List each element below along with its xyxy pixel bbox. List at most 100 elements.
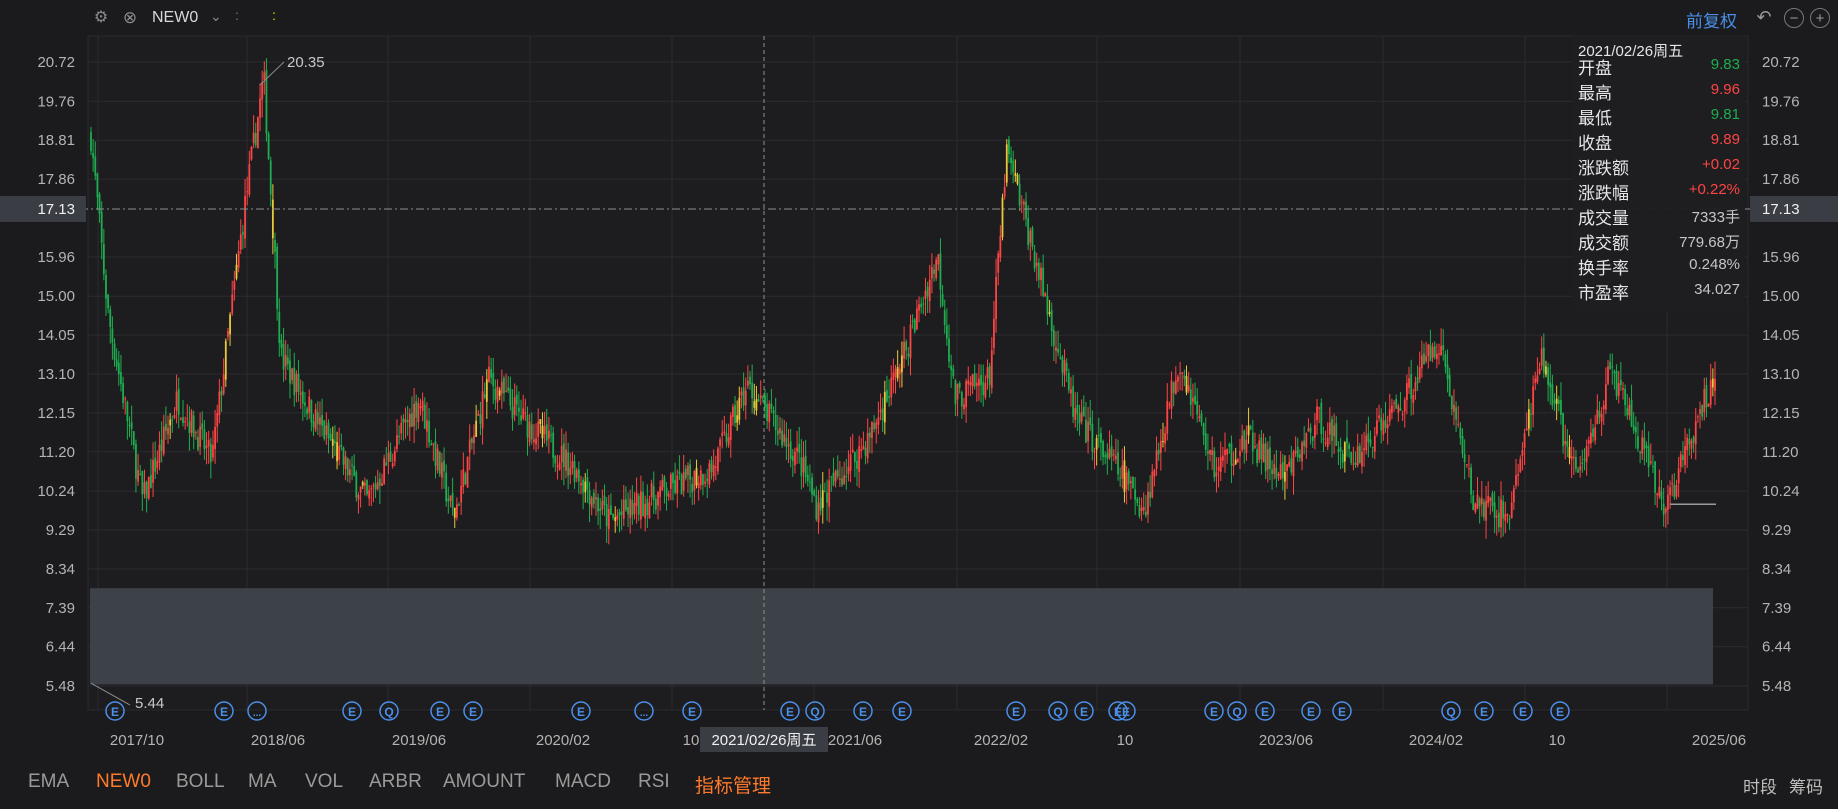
indicator-tab-vol[interactable]: VOL xyxy=(305,771,344,792)
indicator-tab-amount[interactable]: AMOUNT xyxy=(443,771,526,792)
event-marker[interactable] xyxy=(463,701,483,721)
candle-body xyxy=(137,470,139,482)
indicator-tab-arbr[interactable]: ARBR xyxy=(369,771,422,792)
event-marker-label[interactable]: E xyxy=(469,705,477,719)
event-marker-label[interactable]: E xyxy=(1519,705,1527,719)
event-marker[interactable] xyxy=(634,701,654,721)
candle-body xyxy=(1294,450,1297,454)
event-marker[interactable] xyxy=(780,701,800,721)
event-marker-label[interactable]: Q xyxy=(1232,705,1241,719)
event-marker-label[interactable]: E xyxy=(1080,705,1088,719)
event-marker-label[interactable]: E xyxy=(786,705,794,719)
undo-icon[interactable]: ↶ xyxy=(1756,7,1772,27)
candle-body xyxy=(141,471,144,495)
event-marker-label[interactable]: E xyxy=(348,705,356,719)
event-marker-label[interactable]: E xyxy=(859,705,867,719)
event-marker[interactable] xyxy=(1513,701,1533,721)
event-marker-label[interactable]: E xyxy=(1114,705,1122,719)
event-marker-label[interactable]: Q xyxy=(810,705,819,719)
event-marker[interactable] xyxy=(1441,701,1461,721)
candle-body xyxy=(1290,458,1293,473)
event-marker-label[interactable]: ... xyxy=(640,708,649,719)
zoom-out-icon[interactable]: − xyxy=(1784,8,1804,28)
event-marker-label[interactable]: ... xyxy=(253,708,262,719)
period-tab[interactable]: 时段 xyxy=(1743,778,1777,797)
event-marker[interactable] xyxy=(1048,701,1068,721)
indicator-name[interactable]: NEW0 xyxy=(152,9,199,26)
event-marker[interactable] xyxy=(682,701,702,721)
indicator-tab-rsi[interactable]: RSI xyxy=(638,771,670,792)
indicator-manage-button[interactable]: 指标管理 xyxy=(695,776,772,797)
event-marker[interactable] xyxy=(853,701,873,721)
event-marker-label[interactable]: E xyxy=(220,705,228,719)
candle-body xyxy=(1542,347,1545,373)
event-marker[interactable] xyxy=(1204,701,1224,721)
candle-body xyxy=(528,421,531,443)
chevron-down-icon[interactable]: ⌄ xyxy=(210,8,222,24)
event-marker[interactable] xyxy=(1474,701,1494,721)
event-marker-label[interactable]: E xyxy=(1307,705,1315,719)
event-marker-label[interactable]: E xyxy=(1122,705,1130,719)
indicator-tab-macd[interactable]: MACD xyxy=(555,771,611,792)
event-marker[interactable] xyxy=(1227,701,1247,721)
indicator-tab-new0[interactable]: NEW0 xyxy=(96,771,151,792)
candle-body xyxy=(466,456,469,488)
event-marker-label[interactable]: E xyxy=(898,705,906,719)
event-marker[interactable] xyxy=(430,701,450,721)
event-marker[interactable] xyxy=(1116,701,1136,721)
candle-body xyxy=(1688,439,1691,445)
candle-body xyxy=(1313,424,1316,438)
event-marker-label[interactable]: Q xyxy=(1053,705,1062,719)
event-marker[interactable] xyxy=(1550,701,1570,721)
event-marker[interactable] xyxy=(342,701,362,721)
event-marker[interactable] xyxy=(214,701,234,721)
candle-body xyxy=(582,479,585,493)
event-marker-label[interactable]: E xyxy=(436,705,444,719)
event-marker[interactable] xyxy=(1006,701,1026,721)
event-marker[interactable] xyxy=(247,701,267,721)
event-marker[interactable] xyxy=(1255,701,1275,721)
candle-body xyxy=(785,437,788,448)
close-icon[interactable]: ⊗ xyxy=(122,8,138,27)
candle-body xyxy=(192,415,195,438)
event-marker-label[interactable]: Q xyxy=(1446,705,1455,719)
event-marker-label[interactable]: E xyxy=(111,705,119,719)
event-marker-label[interactable]: E xyxy=(577,705,585,719)
event-marker[interactable] xyxy=(571,701,591,721)
candle-body xyxy=(509,388,512,406)
settings-icon[interactable]: ⚙ xyxy=(93,9,109,26)
event-marker[interactable] xyxy=(105,701,125,721)
indicator-tab-ma[interactable]: MA xyxy=(248,771,277,792)
event-marker-label[interactable]: E xyxy=(1210,705,1218,719)
event-marker-label[interactable]: E xyxy=(1012,705,1020,719)
event-marker[interactable] xyxy=(805,701,825,721)
candle-body xyxy=(483,394,486,398)
event-marker-label[interactable]: E xyxy=(1480,705,1488,719)
candle-body xyxy=(1433,346,1436,358)
candle-body xyxy=(1095,437,1098,450)
event-marker[interactable] xyxy=(892,701,912,721)
event-marker[interactable] xyxy=(1301,701,1321,721)
event-marker[interactable] xyxy=(1108,701,1128,721)
candle-body xyxy=(654,498,657,510)
candle-body xyxy=(1281,462,1284,479)
zoom-in-icon[interactable]: + xyxy=(1810,8,1830,28)
candle-body xyxy=(1213,450,1216,478)
chips-tab[interactable]: 筹码 xyxy=(1789,778,1823,797)
adjust-mode-button[interactable]: 前复权 xyxy=(1686,12,1737,31)
indicator-tab-boll[interactable]: BOLL xyxy=(176,771,225,792)
event-marker[interactable] xyxy=(379,701,399,721)
candle-body xyxy=(1519,459,1522,472)
candle-body xyxy=(1119,477,1122,479)
event-marker-label[interactable]: E xyxy=(1261,705,1269,719)
indicator-tab-ema[interactable]: EMA xyxy=(28,771,70,792)
candle-body xyxy=(1587,439,1590,444)
event-marker[interactable] xyxy=(1074,701,1094,721)
event-marker-label[interactable]: E xyxy=(688,705,696,719)
event-marker[interactable] xyxy=(1332,701,1352,721)
event-marker-label[interactable]: Q xyxy=(384,705,393,719)
candle-body xyxy=(1592,428,1594,437)
event-marker-label[interactable]: E xyxy=(1338,705,1346,719)
event-marker-label[interactable]: E xyxy=(1556,705,1564,719)
